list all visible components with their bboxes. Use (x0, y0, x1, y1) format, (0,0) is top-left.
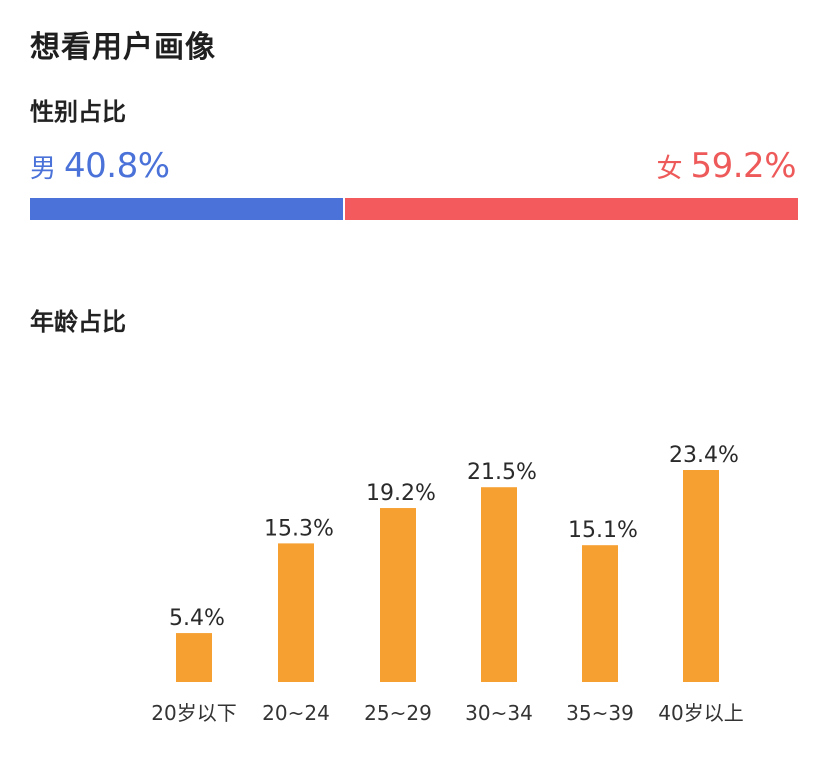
female-ratio-segment (344, 198, 798, 220)
age-bar-value-label: 23.4% (669, 443, 739, 468)
gender-section-title: 性别占比 (30, 98, 126, 126)
female-label-group: 女 59.2% (656, 146, 796, 190)
female-percent: 59.2% (690, 146, 796, 186)
age-bar-4 (582, 545, 618, 682)
age-category-label: 30~34 (465, 701, 533, 725)
age-bar-chart: 5.4% 20岁以下 15.3% 20~24 19.2% 25~29 21.5% 30~34 1… (151, 443, 743, 725)
age-bar-value-label: 19.2% (366, 481, 436, 506)
female-label: 女 (656, 154, 683, 184)
male-label: 男 (30, 154, 57, 184)
ratio-divider (342, 198, 345, 220)
age-bar-2 (380, 508, 416, 682)
page-title: 想看用户画像 (30, 30, 216, 65)
age-section-title: 年龄占比 (30, 308, 126, 336)
age-category-label: 25~29 (364, 701, 432, 725)
age-bar-5 (683, 470, 719, 682)
age-bar-0 (176, 633, 212, 682)
gender-ratio-bar (30, 198, 798, 220)
male-percent: 40.8% (64, 146, 170, 186)
age-category-label: 20岁以下 (151, 701, 236, 725)
age-bar-1 (278, 543, 314, 682)
age-category-label: 40岁以上 (658, 701, 743, 725)
age-category-label: 35~39 (566, 701, 634, 725)
age-bar-value-label: 5.4% (169, 606, 225, 631)
age-bar-value-label: 15.1% (568, 518, 638, 543)
age-bar-value-label: 15.3% (264, 516, 334, 541)
age-bar-value-label: 21.5% (467, 460, 537, 485)
age-bar-3 (481, 487, 517, 682)
male-ratio-segment (30, 198, 343, 220)
male-label-group: 男 40.8% (30, 146, 170, 190)
age-category-label: 20~24 (262, 701, 330, 725)
